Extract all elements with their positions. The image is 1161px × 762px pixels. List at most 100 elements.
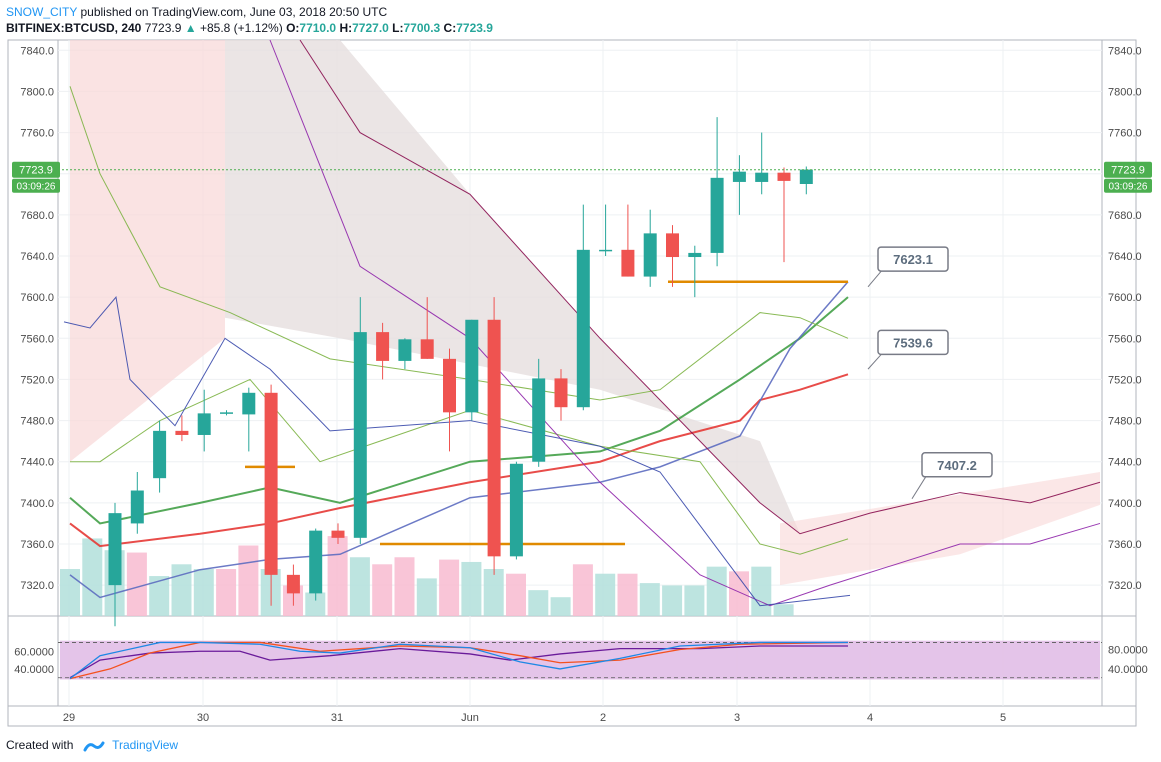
y-tick-left: 7760.0 — [20, 128, 54, 140]
y-tick-right: 7600.0 — [1108, 292, 1142, 304]
ma-red-line — [69, 373, 849, 548]
tradingview-link[interactable]: TradingView — [112, 738, 179, 752]
candle-body — [554, 378, 568, 408]
volume-bar — [483, 569, 504, 616]
rsi-tick-left: 40.0000 — [14, 664, 54, 676]
y-tick-left: 7800.0 — [20, 86, 54, 98]
last-price-badge-text: 7723.9 — [1111, 165, 1145, 177]
volume-bar — [372, 564, 393, 616]
price-chart[interactable]: 7840.07840.07800.07800.07760.07760.07720… — [0, 0, 1161, 730]
y-tick-right: 7560.0 — [1108, 333, 1142, 345]
candle-body — [376, 332, 390, 361]
x-tick-label: 2 — [600, 712, 606, 724]
open-label: O: — [286, 21, 300, 35]
candle-body — [755, 172, 769, 182]
y-tick-left: 7600.0 — [20, 292, 54, 304]
violet-line — [269, 39, 1101, 607]
symbol-label: BITFINEX:BTCUSD, 240 — [6, 21, 142, 35]
countdown-badge-text: 03:09:26 — [17, 182, 56, 193]
callout-box — [921, 452, 993, 478]
cloud-red-region — [70, 40, 225, 462]
rsi-tick-right: 40.0000 — [1108, 664, 1148, 676]
rsi-band-fill — [60, 640, 1100, 680]
y-tick-left: 7360.0 — [20, 539, 54, 551]
volume-bar — [126, 552, 147, 616]
last-price: 7723.9 — [144, 21, 182, 35]
y-tick-right: 7440.0 — [1108, 457, 1142, 469]
candle-body — [621, 249, 635, 277]
volume-bar — [617, 573, 638, 616]
rsi-line-blue — [69, 641, 848, 680]
y-tick-left: 7480.0 — [20, 416, 54, 428]
y-tick-right: 7520.0 — [1108, 374, 1142, 386]
countdown-badge — [12, 178, 60, 193]
callout-box — [877, 329, 949, 356]
y-tick-right: 7320.0 — [1108, 580, 1142, 592]
high-label: H: — [339, 21, 353, 35]
volume-bar — [305, 592, 326, 616]
candle-body — [688, 252, 702, 258]
volume-bar — [349, 557, 370, 616]
callout-pointer — [867, 268, 884, 288]
y-tick-left: 7440.0 — [20, 457, 54, 469]
candle-body — [799, 169, 813, 184]
rsi-line-purple — [69, 645, 848, 679]
volume-bar — [327, 536, 348, 616]
x-tick-label: 31 — [331, 712, 343, 724]
volume-bar — [773, 604, 794, 616]
candle-body — [532, 378, 546, 462]
volume-bar — [639, 583, 660, 616]
candle-body — [465, 319, 479, 413]
candle-body — [420, 339, 434, 359]
candle-body — [220, 412, 233, 414]
volume-bar — [82, 538, 103, 616]
volume-bar — [662, 585, 683, 616]
candle-body — [732, 171, 746, 182]
volume-bar — [506, 573, 526, 616]
footer: Created with TradingView — [6, 736, 178, 754]
countdown-badge — [1104, 178, 1152, 193]
candle-body — [443, 358, 456, 413]
close-label: C: — [443, 21, 457, 35]
callout-box — [877, 246, 949, 272]
candle-body — [576, 249, 590, 408]
callout-text: 7407.2 — [937, 458, 977, 473]
y-tick-right: 7680.0 — [1108, 210, 1142, 222]
volume-bar — [394, 557, 415, 616]
candle-body — [353, 332, 367, 538]
close-value: 7723.9 — [456, 21, 493, 35]
rsi-tick-right: 80.0000 — [1108, 645, 1148, 657]
y-tick-left: 7400.0 — [20, 498, 54, 510]
volume-bar — [751, 566, 772, 616]
y-tick-right: 7760.0 — [1108, 128, 1142, 140]
callout-pointer — [911, 474, 928, 500]
volume-bar — [416, 578, 437, 616]
rsi-tick-left: 60.0000 — [14, 646, 54, 658]
candle-body — [710, 177, 724, 253]
y-tick-left: 7320.0 — [20, 580, 54, 592]
y-tick-right: 7400.0 — [1108, 498, 1142, 510]
candle-body — [777, 172, 791, 181]
cloud-gray-region — [225, 40, 800, 534]
volume-bar — [461, 561, 482, 616]
x-tick-label: 5 — [1000, 712, 1006, 724]
candle-body — [175, 430, 189, 435]
author-link[interactable]: SNOW_CITY — [6, 5, 78, 19]
candle-body — [242, 392, 256, 415]
volume-bar — [572, 564, 593, 616]
candle-body — [130, 490, 144, 524]
low-label: L: — [392, 21, 404, 35]
candle-body — [153, 430, 167, 479]
low-value: 7700.3 — [403, 21, 441, 35]
volume-bar — [149, 576, 170, 616]
candle-body — [643, 233, 657, 277]
volume-bar — [439, 559, 460, 616]
y-tick-left: 7640.0 — [20, 251, 54, 263]
countdown-badge-text: 03:09:26 — [1109, 182, 1148, 193]
x-tick-label: Jun — [461, 712, 479, 724]
volume-bar — [595, 573, 616, 616]
x-tick-label: 4 — [867, 712, 873, 724]
y-tick-left: 7520.0 — [20, 374, 54, 386]
candle-body — [599, 249, 613, 252]
published-text: published on TradingView.com, June 03, 2… — [80, 5, 388, 19]
